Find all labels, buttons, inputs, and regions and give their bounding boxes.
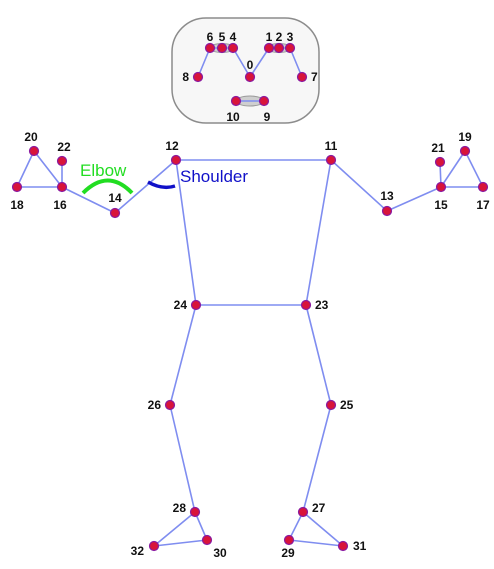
shoulder-label: Shoulder <box>180 167 248 186</box>
elbow-label: Elbow <box>80 161 127 180</box>
bone-11-23 <box>305 159 332 306</box>
keypoint-17 <box>477 181 489 193</box>
keypoint-label-31: 31 <box>353 539 367 553</box>
keypoint-15 <box>435 181 447 193</box>
keypoint-23 <box>300 299 312 311</box>
bone-27-29 <box>288 511 304 541</box>
keypoint-28 <box>189 506 201 518</box>
keypoint-label-3: 3 <box>287 30 294 44</box>
bone-28-32 <box>153 511 196 547</box>
bone-23-25 <box>305 304 332 406</box>
keypoint-label-1: 1 <box>266 30 273 44</box>
keypoint-9 <box>258 95 270 107</box>
keypoint-label-29: 29 <box>281 546 295 560</box>
keypoint-label-0: 0 <box>247 58 254 72</box>
keypoint-16 <box>56 181 68 193</box>
keypoint-10 <box>230 95 242 107</box>
keypoint-label-25: 25 <box>340 398 354 412</box>
keypoint-label-23: 23 <box>315 298 329 312</box>
keypoint-21 <box>434 156 446 168</box>
keypoint-label-8: 8 <box>182 70 189 84</box>
keypoint-label-26: 26 <box>148 398 162 412</box>
bone-6-8 <box>197 47 211 78</box>
bone-16-20 <box>33 150 63 188</box>
keypoint-13 <box>381 205 393 217</box>
keypoint-label-12: 12 <box>165 139 179 153</box>
keypoint-11 <box>325 154 337 166</box>
joint-angle-arcs <box>81 178 176 195</box>
keypoint-5 <box>216 42 228 54</box>
keypoint-1 <box>263 42 275 54</box>
keypoint-label-18: 18 <box>10 198 24 212</box>
keypoint-18 <box>11 181 23 193</box>
keypoint-20 <box>28 145 40 157</box>
keypoint-31 <box>337 540 349 552</box>
keypoint-label-17: 17 <box>476 198 490 212</box>
keypoint-label-4: 4 <box>230 30 237 44</box>
bone-11-13 <box>330 159 388 212</box>
keypoint-label-22: 22 <box>57 140 71 154</box>
elbow-angle-arc <box>81 178 134 195</box>
keypoint-label-30: 30 <box>213 546 227 560</box>
keypoint-24 <box>190 299 202 311</box>
keypoint-label-19: 19 <box>458 130 472 144</box>
keypoint-label-15: 15 <box>434 198 448 212</box>
bone-25-27 <box>302 404 332 513</box>
bone-32-30 <box>153 539 208 547</box>
keypoint-3 <box>284 42 296 54</box>
keypoint-label-24: 24 <box>174 298 188 312</box>
keypoint-7 <box>296 71 308 83</box>
bone-26-28 <box>169 404 196 513</box>
keypoint-32 <box>148 540 160 552</box>
keypoint-label-5: 5 <box>219 30 226 44</box>
keypoint-label-9: 9 <box>264 110 271 124</box>
keypoint-label-27: 27 <box>312 501 326 515</box>
keypoint-30 <box>201 534 213 546</box>
bone-0-1 <box>249 47 270 78</box>
keypoint-6 <box>204 42 216 54</box>
skeleton-connections <box>16 47 484 547</box>
keypoint-label-7: 7 <box>311 70 318 84</box>
bone-12-24 <box>175 159 197 306</box>
keypoint-12 <box>170 154 182 166</box>
bone-29-31 <box>288 539 344 547</box>
bone-13-15 <box>386 186 442 212</box>
keypoint-14 <box>109 207 121 219</box>
keypoint-0 <box>244 71 256 83</box>
keypoint-27 <box>297 506 309 518</box>
bone-14-16 <box>61 186 116 214</box>
keypoint-label-2: 2 <box>276 30 283 44</box>
bone-12-14 <box>114 159 177 214</box>
keypoint-label-10: 10 <box>226 110 240 124</box>
keypoint-label-20: 20 <box>24 130 38 144</box>
keypoint-label-21: 21 <box>431 141 445 155</box>
bone-3-7 <box>289 47 303 78</box>
bone-27-31 <box>302 511 344 547</box>
keypoint-label-28: 28 <box>173 501 187 515</box>
keypoint-2 <box>273 42 285 54</box>
keypoints <box>11 42 489 552</box>
keypoint-22 <box>56 155 68 167</box>
keypoint-label-6: 6 <box>207 30 214 44</box>
keypoint-29 <box>283 534 295 546</box>
shoulder-angle-arc <box>147 180 176 190</box>
bone-20-18 <box>16 150 35 188</box>
keypoint-19 <box>459 145 471 157</box>
keypoint-label-32: 32 <box>131 544 145 558</box>
keypoint-26 <box>164 399 176 411</box>
keypoint-label-11: 11 <box>325 139 338 153</box>
bone-15-19 <box>440 150 466 188</box>
keypoint-label-14: 14 <box>108 191 122 205</box>
keypoint-25 <box>325 399 337 411</box>
keypoint-label-16: 16 <box>53 198 67 212</box>
keypoint-4 <box>227 42 239 54</box>
bone-19-17 <box>464 150 484 188</box>
keypoint-8 <box>192 71 204 83</box>
keypoint-label-13: 13 <box>380 189 394 203</box>
bone-24-26 <box>169 304 197 406</box>
bone-0-4 <box>232 47 251 78</box>
